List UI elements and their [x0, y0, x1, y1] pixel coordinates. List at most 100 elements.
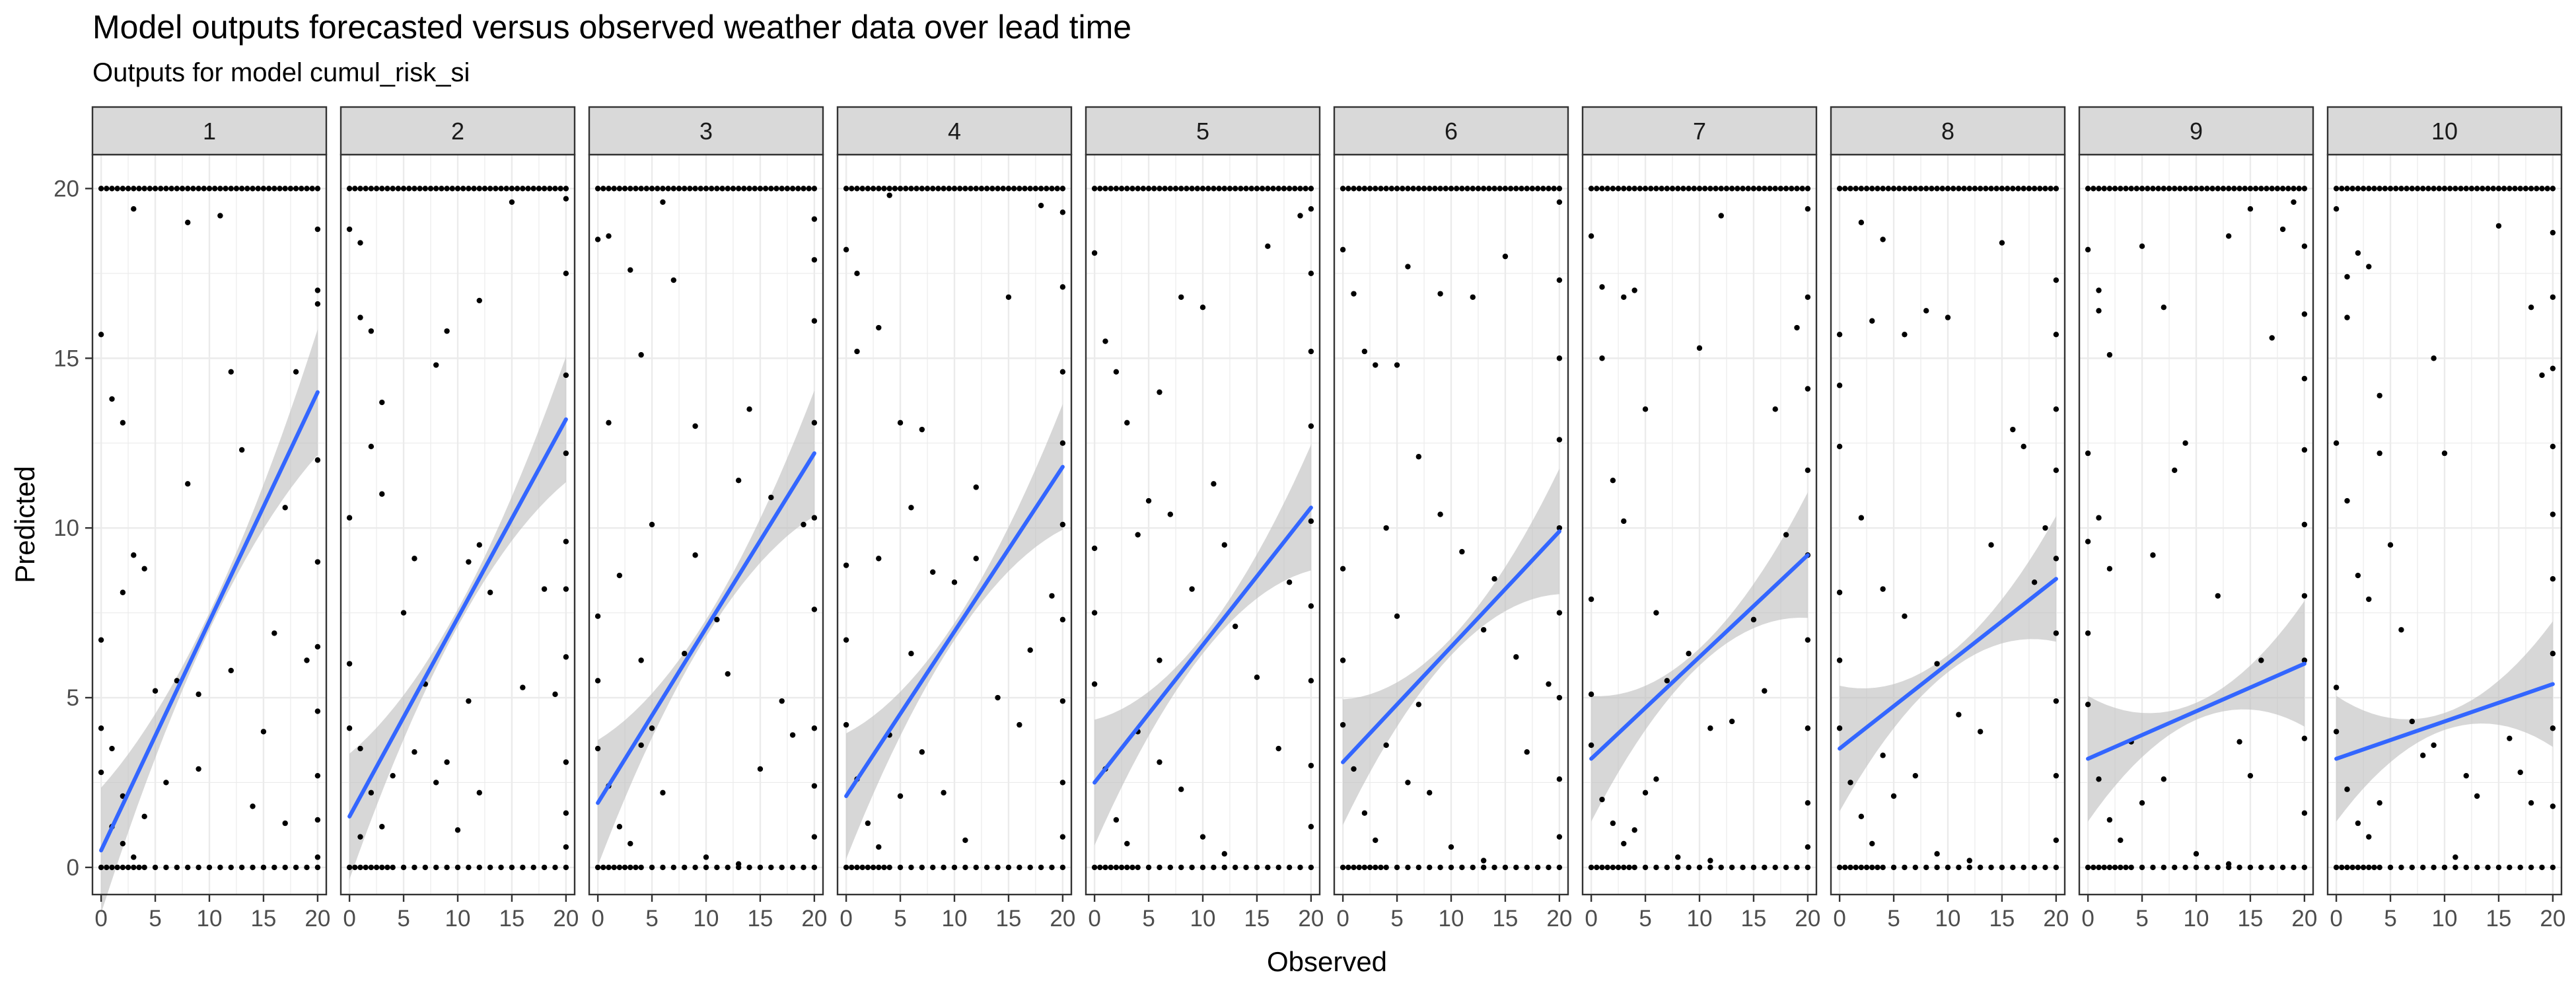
data-point: [616, 824, 623, 830]
data-point: [1912, 864, 1919, 871]
data-point: [131, 206, 137, 212]
data-point: [1091, 864, 1098, 871]
data-point: [741, 186, 747, 192]
facet-strip-label: 1: [203, 118, 216, 145]
data-point: [973, 864, 979, 871]
data-point: [357, 186, 363, 192]
data-point: [1437, 291, 1443, 297]
data-point: [594, 186, 601, 192]
data-point: [1232, 864, 1238, 871]
data-point: [2431, 186, 2437, 192]
data-point: [1836, 725, 1843, 731]
data-point: [784, 186, 791, 192]
data-point: [2193, 186, 2200, 192]
data-point: [2236, 186, 2242, 192]
data-point: [1091, 681, 1098, 687]
data-point: [1297, 213, 1303, 219]
data-point: [2274, 186, 2281, 192]
data-point: [1762, 864, 1768, 871]
data-point: [1805, 864, 1811, 871]
facet-strip: [1085, 106, 1321, 156]
data-point: [2550, 651, 2556, 657]
data-point: [854, 270, 860, 277]
data-point: [1756, 186, 1762, 192]
data-point: [692, 186, 698, 192]
data-point: [98, 186, 104, 192]
data-point: [2096, 864, 2102, 871]
data-point: [1745, 186, 1751, 192]
data-point: [1448, 844, 1454, 850]
data-point: [509, 864, 515, 871]
data-point: [1588, 742, 1594, 749]
data-point: [600, 186, 606, 192]
data-point: [606, 864, 612, 871]
data-point: [2495, 186, 2502, 192]
y-tick-label: 10: [54, 515, 79, 541]
data-point: [1394, 613, 1400, 619]
data-point: [1059, 284, 1066, 290]
data-point: [622, 186, 628, 192]
data-point: [2172, 186, 2178, 192]
data-point: [1415, 186, 1422, 192]
data-point: [196, 186, 201, 192]
fit-line: [1341, 529, 1561, 764]
data-point: [876, 864, 882, 871]
data-point: [2387, 542, 2394, 548]
data-point: [487, 864, 493, 871]
data-point: [870, 864, 877, 871]
data-point: [984, 864, 990, 871]
data-point: [563, 759, 569, 765]
data-point: [881, 186, 887, 192]
data-point: [2145, 186, 2151, 192]
data-point: [1513, 864, 1519, 871]
data-point: [1308, 762, 1314, 768]
data-point: [1604, 864, 1610, 871]
data-point: [2264, 186, 2270, 192]
data-point: [655, 186, 661, 192]
data-point: [530, 186, 536, 192]
data-point: [1642, 789, 1649, 796]
data-point: [395, 186, 402, 192]
data-point: [897, 186, 904, 192]
data-point: [1912, 772, 1919, 779]
x-tick-label: 10: [2184, 906, 2209, 932]
data-point: [2118, 186, 2124, 192]
x-tick-label: 15: [2486, 906, 2511, 932]
data-point: [411, 186, 417, 192]
data-point: [1091, 610, 1098, 616]
data-point: [1470, 864, 1476, 871]
data-point: [897, 793, 904, 799]
data-point: [379, 399, 385, 406]
data-point: [114, 864, 120, 871]
fit-line: [347, 417, 568, 819]
data-point: [1308, 603, 1314, 609]
data-point: [1124, 186, 1130, 192]
data-point: [1017, 186, 1022, 192]
data-point: [876, 844, 882, 850]
data-point: [973, 186, 979, 192]
data-point: [682, 651, 688, 657]
data-point: [1556, 610, 1563, 616]
data-point: [1972, 186, 1978, 192]
data-point: [238, 864, 245, 871]
data-point: [120, 840, 126, 847]
data-point: [1340, 721, 1346, 728]
data-point: [768, 186, 774, 192]
x-tick-label: 5: [149, 906, 161, 932]
data-point: [843, 562, 849, 568]
data-point: [400, 610, 407, 616]
data-point: [1038, 864, 1044, 871]
data-point: [870, 186, 877, 192]
data-point: [2085, 864, 2091, 871]
data-point: [1977, 729, 1984, 735]
data-point: [2161, 776, 2167, 782]
data-point: [859, 864, 865, 871]
data-point: [1880, 186, 1886, 192]
data-point: [2393, 186, 2399, 192]
data-point: [471, 186, 477, 192]
x-tick-label: 20: [2291, 906, 2317, 932]
data-point: [768, 864, 774, 871]
data-point: [2339, 864, 2345, 871]
data-point: [1556, 186, 1563, 192]
data-point: [1178, 786, 1184, 792]
